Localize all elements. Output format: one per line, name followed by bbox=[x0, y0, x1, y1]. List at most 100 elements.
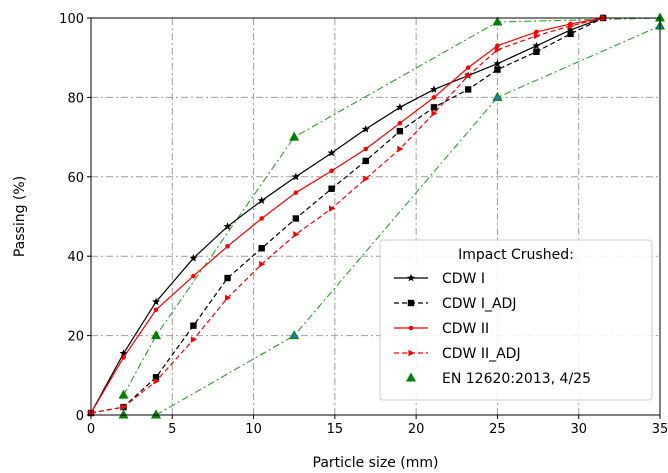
data-point bbox=[190, 322, 197, 329]
data-point bbox=[190, 336, 198, 343]
data-point bbox=[259, 260, 266, 268]
y-tick-label: 60 bbox=[67, 171, 84, 186]
y-tick-label: 0 bbox=[76, 409, 84, 424]
legend-marker bbox=[408, 325, 414, 331]
legend-entry: CDW I bbox=[394, 271, 485, 287]
y-tick-label: 20 bbox=[67, 330, 84, 345]
data-point bbox=[430, 85, 439, 93]
data-point bbox=[397, 145, 404, 153]
data-point bbox=[291, 172, 300, 181]
envelope-point bbox=[151, 330, 162, 340]
y-axis-title: Passing (%) bbox=[12, 176, 28, 257]
y-tick-label: 40 bbox=[67, 250, 84, 265]
x-tick-label: 35 bbox=[652, 422, 668, 437]
legend-marker bbox=[407, 273, 415, 282]
data-point bbox=[363, 146, 369, 152]
legend-entry: CDW II bbox=[394, 321, 489, 337]
data-point bbox=[121, 355, 126, 360]
data-point bbox=[189, 253, 198, 262]
legend-marker bbox=[407, 299, 415, 307]
legend-entry: EN 12620:2013, 4/25 bbox=[406, 371, 591, 387]
data-point bbox=[224, 274, 231, 282]
data-point bbox=[153, 307, 159, 313]
legend-entry: CDW II_ADJ bbox=[394, 346, 521, 362]
x-tick-label: 0 bbox=[87, 422, 95, 437]
data-point bbox=[257, 196, 266, 205]
legend-entry: CDW I_ADJ bbox=[394, 296, 516, 312]
data-point bbox=[567, 22, 575, 30]
data-point bbox=[327, 148, 336, 157]
data-point bbox=[465, 65, 471, 70]
data-point bbox=[225, 243, 230, 249]
legend-marker bbox=[408, 349, 415, 357]
data-point bbox=[493, 59, 502, 68]
envelope-lower-line bbox=[155, 25, 661, 416]
legend-title: Impact Crushed: bbox=[458, 247, 574, 263]
data-point bbox=[395, 103, 404, 111]
x-tick-label: 5 bbox=[168, 422, 176, 437]
x-tick-label: 20 bbox=[408, 422, 425, 437]
data-point bbox=[533, 48, 540, 55]
data-point bbox=[464, 86, 472, 93]
x-tick-label: 30 bbox=[570, 422, 587, 437]
data-point bbox=[397, 120, 403, 126]
envelope-point bbox=[655, 12, 665, 22]
data-point bbox=[153, 378, 160, 385]
data-point bbox=[431, 95, 437, 100]
data-point bbox=[329, 205, 336, 212]
data-point bbox=[328, 185, 335, 192]
envelope-point bbox=[492, 16, 503, 26]
envelope-point bbox=[151, 409, 162, 419]
data-point bbox=[361, 124, 370, 133]
plot-frame bbox=[90, 17, 661, 416]
envelope-upper-line bbox=[123, 17, 661, 396]
data-point bbox=[293, 190, 299, 195]
plot-area bbox=[87, 12, 665, 419]
data-point bbox=[566, 25, 575, 34]
data-point bbox=[534, 29, 539, 35]
data-point bbox=[362, 157, 369, 165]
data-point bbox=[224, 294, 232, 302]
data-point bbox=[363, 175, 370, 182]
y-tick-label: 100 bbox=[59, 12, 84, 27]
axes: 0 5 10 15 20 25 30 35 0 20 40 60 80 100 bbox=[59, 12, 668, 437]
data-point bbox=[191, 273, 196, 279]
data-point bbox=[152, 374, 160, 381]
legend-label: EN 12620:2013, 4/25 bbox=[442, 371, 591, 387]
data-point bbox=[431, 110, 438, 117]
legend-marker bbox=[406, 372, 416, 382]
data-point bbox=[465, 72, 472, 79]
series-line bbox=[90, 17, 604, 414]
data-point bbox=[293, 231, 300, 238]
data-point bbox=[494, 46, 502, 53]
legend-label: CDW II bbox=[442, 321, 489, 337]
x-tick-label: 15 bbox=[327, 422, 344, 437]
data-point bbox=[119, 349, 128, 357]
data-point bbox=[223, 222, 232, 230]
legend-box bbox=[379, 239, 653, 401]
data-point bbox=[152, 297, 161, 306]
envelope-point bbox=[289, 131, 300, 141]
legend-entries: CDW I CDW I_ADJ CDW II CDW II_ADJ EN 12620:2… bbox=[394, 271, 591, 387]
envelope-point bbox=[118, 389, 129, 399]
series-line bbox=[90, 17, 604, 414]
data-point bbox=[494, 66, 501, 73]
data-point bbox=[329, 168, 334, 174]
data-point bbox=[495, 43, 500, 49]
data-point bbox=[396, 127, 404, 135]
data-point bbox=[258, 245, 265, 252]
series-line bbox=[90, 17, 604, 414]
legend-label: CDW I_ADJ bbox=[442, 296, 516, 312]
data-point bbox=[259, 216, 265, 221]
data-point bbox=[567, 30, 574, 38]
data-point bbox=[292, 215, 300, 222]
series-line bbox=[90, 17, 604, 414]
x-tick-label: 10 bbox=[245, 422, 262, 437]
data-point bbox=[430, 104, 438, 111]
data-point bbox=[533, 32, 541, 40]
legend-label: CDW II_ADJ bbox=[442, 346, 521, 362]
envelope-point-overlay bbox=[494, 93, 501, 100]
legend-label: CDW I bbox=[442, 271, 485, 287]
